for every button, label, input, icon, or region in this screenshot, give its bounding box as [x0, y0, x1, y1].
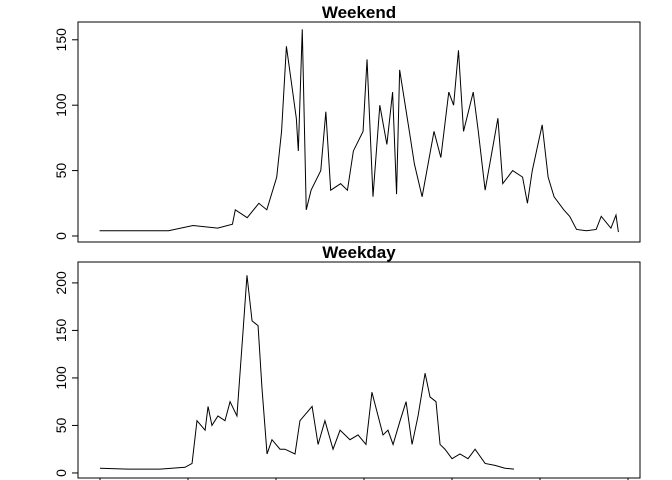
- line-series: [99, 275, 515, 470]
- chart-title: Weekday: [322, 243, 396, 262]
- y-tick-label: 150: [53, 319, 69, 343]
- y-tick-label: 100: [53, 93, 69, 117]
- y-tick-label: 50: [53, 417, 69, 433]
- plot-frame: [77, 261, 641, 479]
- y-tick-label: 100: [53, 366, 69, 390]
- plot-frame: [77, 21, 641, 243]
- chart-title: Weekend: [322, 3, 396, 22]
- line-series: [99, 29, 619, 233]
- y-tick-label: 200: [53, 271, 69, 295]
- y-tick-label: 150: [53, 28, 69, 52]
- y-tick-label: 0: [53, 232, 69, 240]
- y-tick-label: 0: [53, 469, 69, 477]
- y-tick-label: 50: [53, 163, 69, 179]
